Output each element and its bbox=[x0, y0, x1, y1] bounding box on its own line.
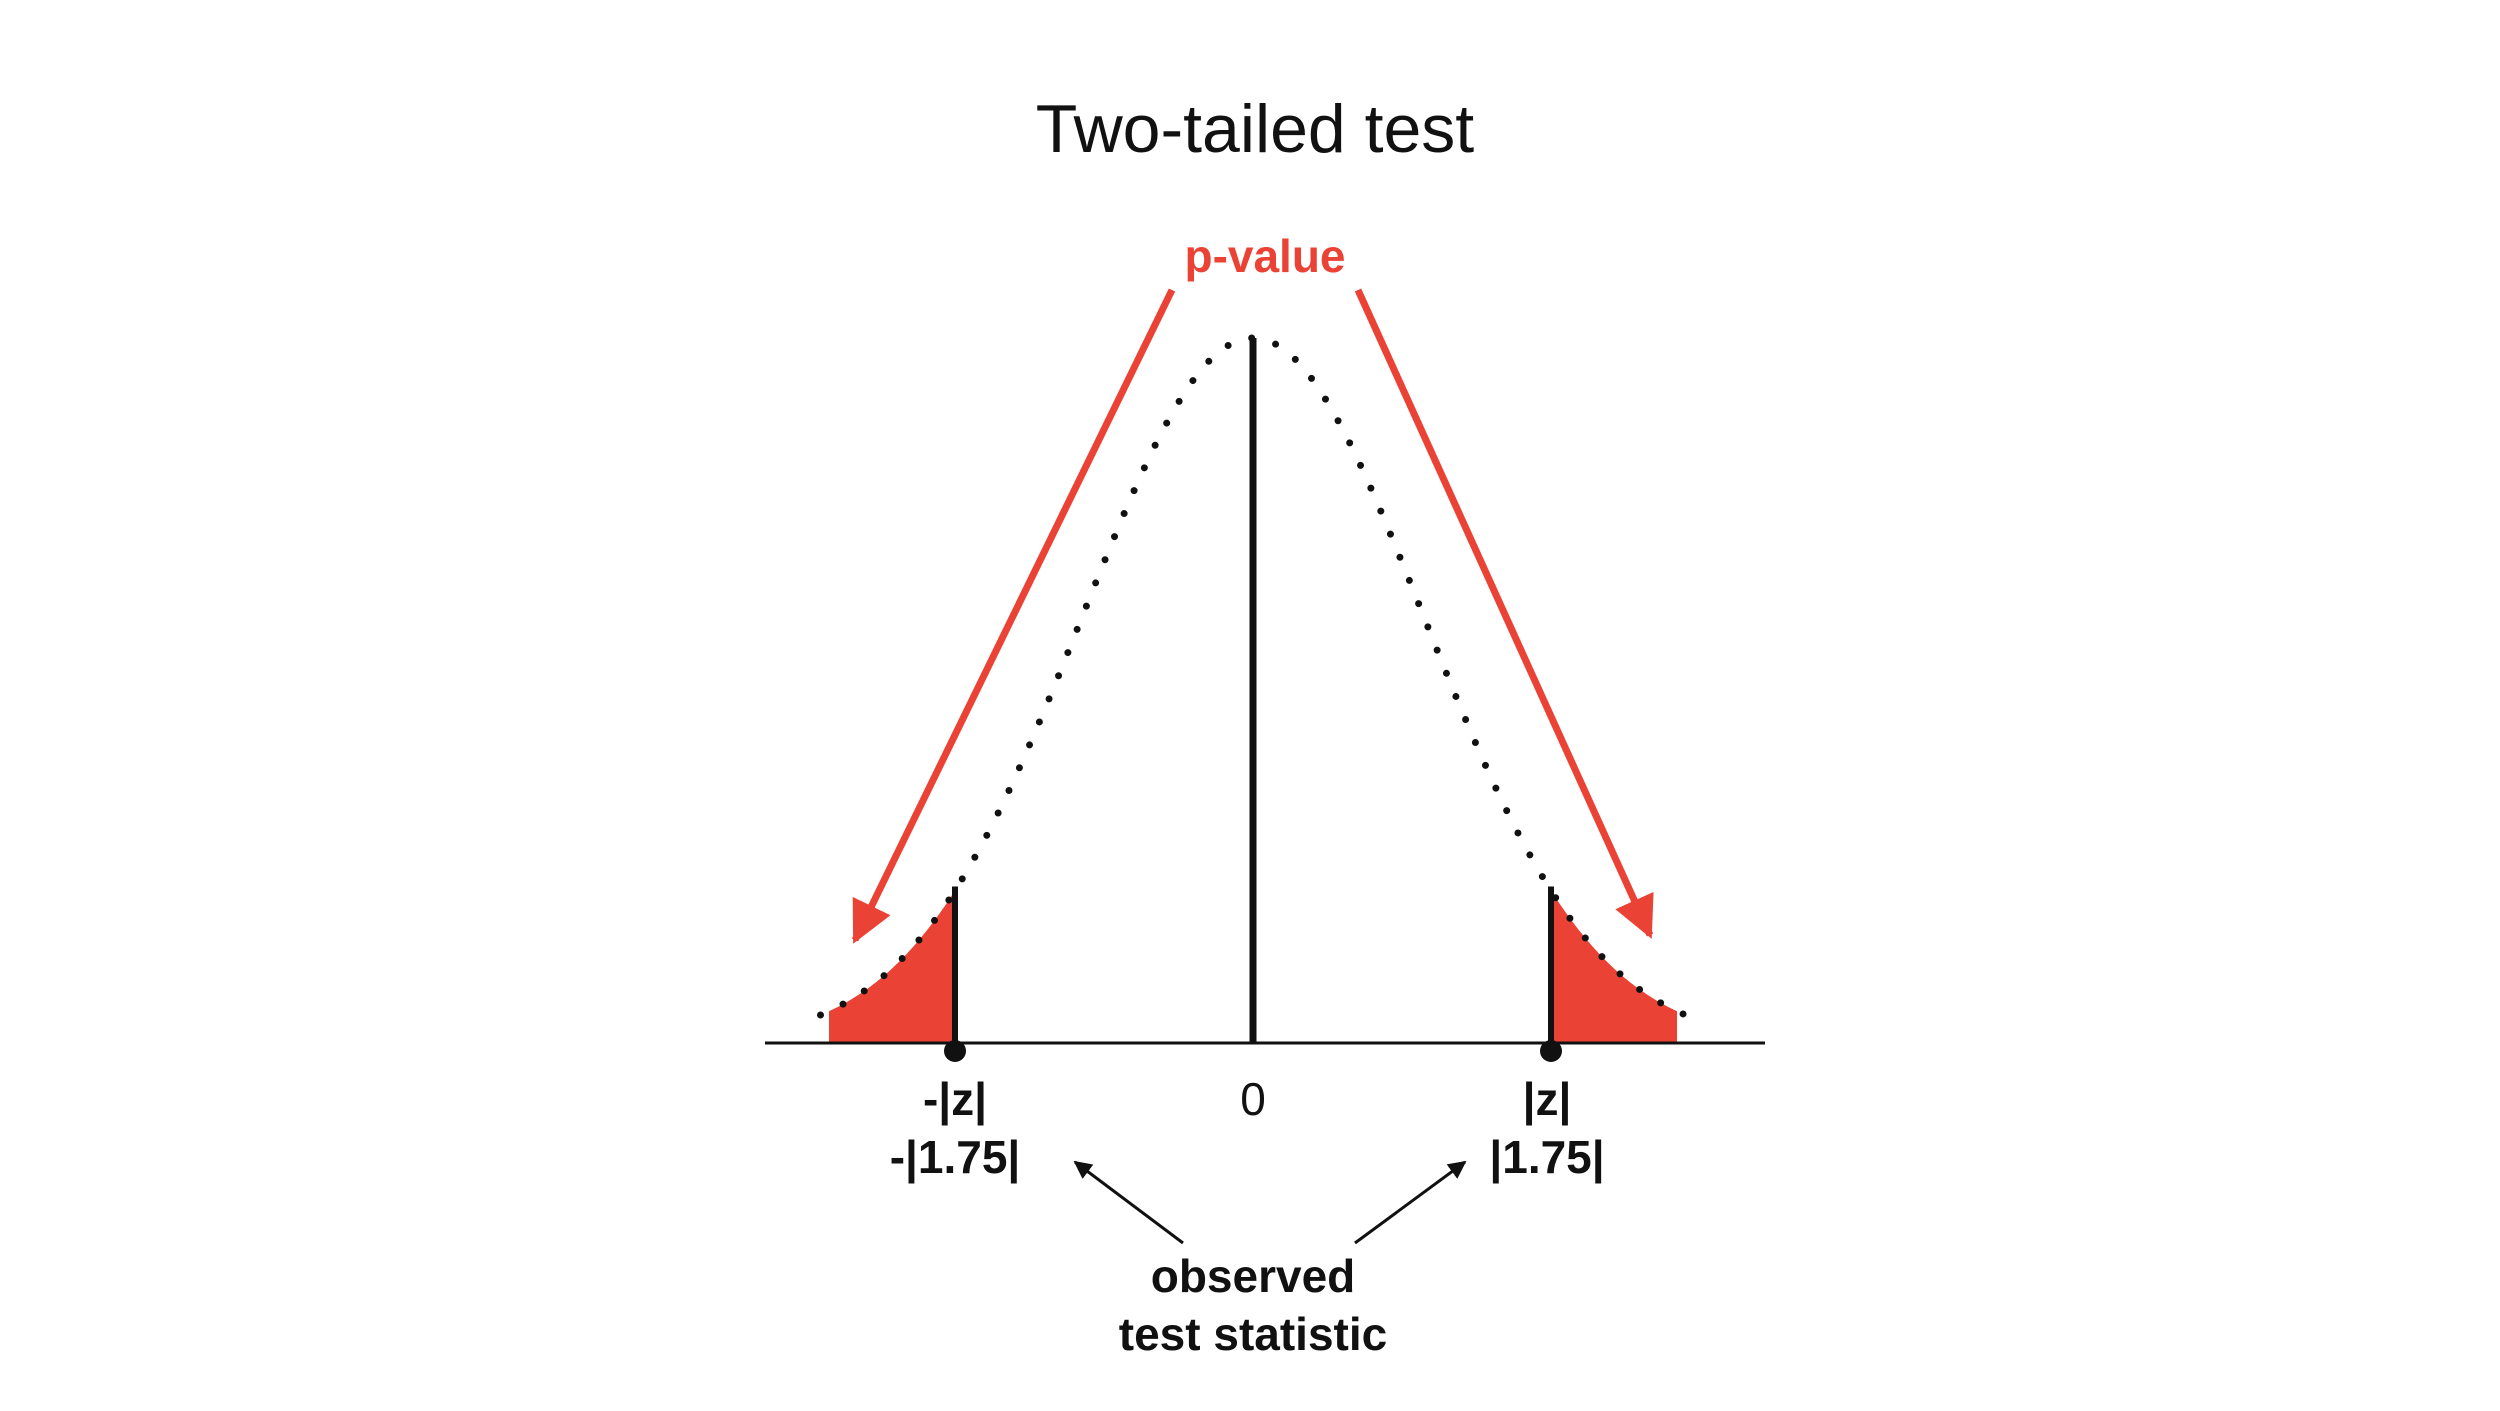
right-tick-value: |1.75| bbox=[1489, 1131, 1604, 1183]
right-tail-shaded-region bbox=[1551, 890, 1677, 1043]
caption-line-1: observed bbox=[1151, 1250, 1356, 1302]
caption-right-arrow bbox=[1354, 1160, 1467, 1245]
left-tick-value: -|1.75| bbox=[890, 1131, 1021, 1183]
p-value-label: p-value bbox=[1184, 230, 1345, 282]
center-tick-label: 0 bbox=[1240, 1073, 1266, 1125]
caption-left-arrow bbox=[1073, 1160, 1184, 1245]
right-observed-dot bbox=[1540, 1040, 1562, 1062]
caption-line-2: test statistic bbox=[1119, 1308, 1387, 1360]
left-tick-symbol: -|z| bbox=[923, 1073, 987, 1125]
p-value-right-arrow bbox=[1354, 288, 1654, 939]
right-tick-symbol: |z| bbox=[1523, 1073, 1572, 1125]
p-value-left-arrow bbox=[851, 288, 1176, 944]
left-tail-shaded-region bbox=[829, 890, 955, 1043]
left-observed-dot bbox=[944, 1040, 966, 1062]
chart-title: Two-tailed test bbox=[1036, 91, 1475, 167]
